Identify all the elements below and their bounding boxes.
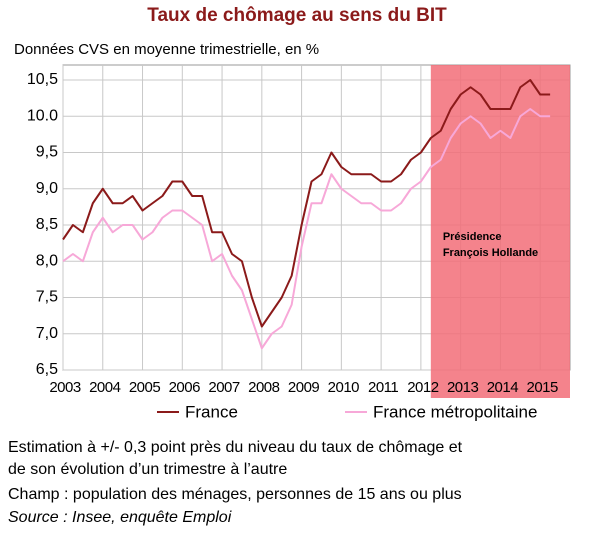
y-tick-label: 9,0 xyxy=(36,180,58,197)
y-tick-label: 10.0 xyxy=(27,107,58,124)
x-tick-label: 2011 xyxy=(368,379,398,396)
x-tick-label: 2009 xyxy=(288,379,320,396)
legend-label: France métropolitaine xyxy=(373,402,537,421)
x-tick-label: 2005 xyxy=(129,379,161,396)
x-tick-label: 2010 xyxy=(328,379,360,396)
legend-label: France xyxy=(185,402,238,421)
y-tick-label: 10,5 xyxy=(27,71,58,88)
footnote: Source : Insee, enquête Emploi xyxy=(8,509,232,526)
x-tick-label: 2006 xyxy=(169,379,201,396)
footnote: Champ : population des ménages, personne… xyxy=(8,486,462,503)
x-tick-label: 2013 xyxy=(447,379,479,396)
y-tick-label: 7,5 xyxy=(36,289,58,306)
x-tick-label: 2003 xyxy=(49,379,81,396)
y-tick-label: 6,5 xyxy=(36,361,58,378)
x-tick-label: 2008 xyxy=(248,379,280,396)
x-tick-label: 2015 xyxy=(526,379,558,396)
x-tick-label: 2007 xyxy=(208,379,240,396)
y-tick-label: 8,0 xyxy=(36,252,58,269)
x-tick-label: 2004 xyxy=(89,379,121,396)
y-tick-label: 7,0 xyxy=(36,325,58,342)
y-tick-label: 9,5 xyxy=(36,144,58,161)
chart-title: Taux de chômage au sens du BIT xyxy=(147,5,447,26)
series-line xyxy=(62,108,551,350)
x-tick-label: 2012 xyxy=(407,379,439,396)
region-label: Présidence xyxy=(443,231,502,243)
shaded-region xyxy=(430,65,570,398)
footnote: de son évolution d’un trimestre à l’autr… xyxy=(8,461,287,478)
y-tick-label: 8,5 xyxy=(36,216,58,233)
series-line xyxy=(62,79,551,328)
x-tick-label: 2014 xyxy=(487,379,519,396)
footnote: Estimation à +/- 0,3 point près du nivea… xyxy=(8,439,463,456)
chart-subtitle: Données CVS en moyenne trimestrielle, en… xyxy=(14,41,319,58)
region-label: François Hollande xyxy=(443,247,538,259)
